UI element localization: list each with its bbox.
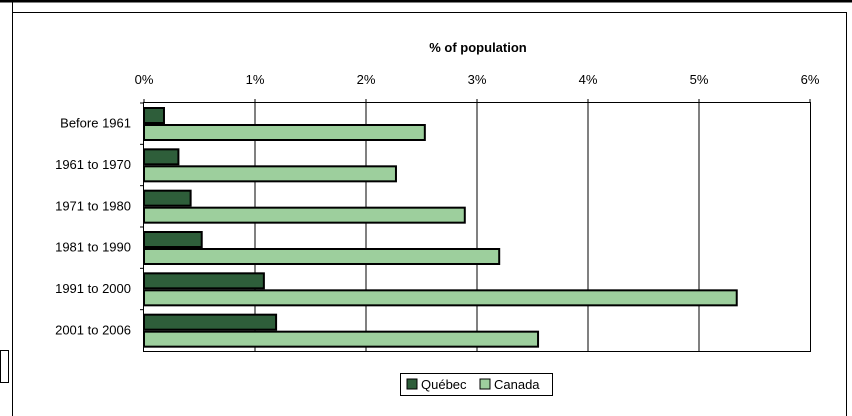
bar-canada (143, 248, 501, 265)
legend-swatch-quebec (406, 378, 418, 390)
x-tick-label: 1% (246, 72, 265, 87)
legend-label-quebec: Québec (421, 377, 467, 392)
legend-label-canada: Canada (494, 377, 540, 392)
legend: Québec Canada (400, 373, 553, 396)
category-label: 1961 to 1970 (55, 157, 131, 172)
bar-canada (143, 206, 466, 224)
x-tick-label: 0% (135, 72, 154, 87)
x-tick-label: 4% (579, 72, 598, 87)
x-tick-label: 2% (357, 72, 376, 87)
category-label: 2001 to 2006 (55, 322, 131, 337)
bar-canada (143, 124, 426, 141)
bar-quebec (143, 313, 278, 331)
x-tick-label: 6% (801, 72, 820, 87)
category-label: 1981 to 1990 (55, 240, 131, 255)
legend-box (400, 373, 553, 396)
plot-area-frame (143, 102, 811, 352)
edge-box (0, 350, 9, 383)
legend-swatch-canada (479, 378, 491, 390)
bar-canada (143, 165, 397, 183)
bars (143, 107, 738, 348)
x-tick-labels: 0% 1% 2% 3% 4% 5% 6% (135, 72, 820, 103)
category-labels: Before 1961 1961 to 1970 1971 to 1980 1981 … (55, 102, 144, 337)
bar-quebec (143, 189, 192, 207)
bar-quebec (143, 107, 165, 124)
x-tick-label: 5% (690, 72, 709, 87)
bar-canada (143, 330, 540, 348)
bar-canada (143, 289, 738, 307)
x-axis-title: % of population (429, 40, 527, 55)
bar-quebec (143, 231, 203, 248)
category-label: 1991 to 2000 (55, 281, 131, 296)
category-label: Before 1961 (60, 116, 131, 131)
category-label: 1971 to 1980 (55, 198, 131, 213)
bar-quebec (143, 272, 265, 290)
gridlines (254, 103, 700, 351)
x-tick-label: 3% (468, 72, 487, 87)
bar-quebec (143, 148, 180, 166)
